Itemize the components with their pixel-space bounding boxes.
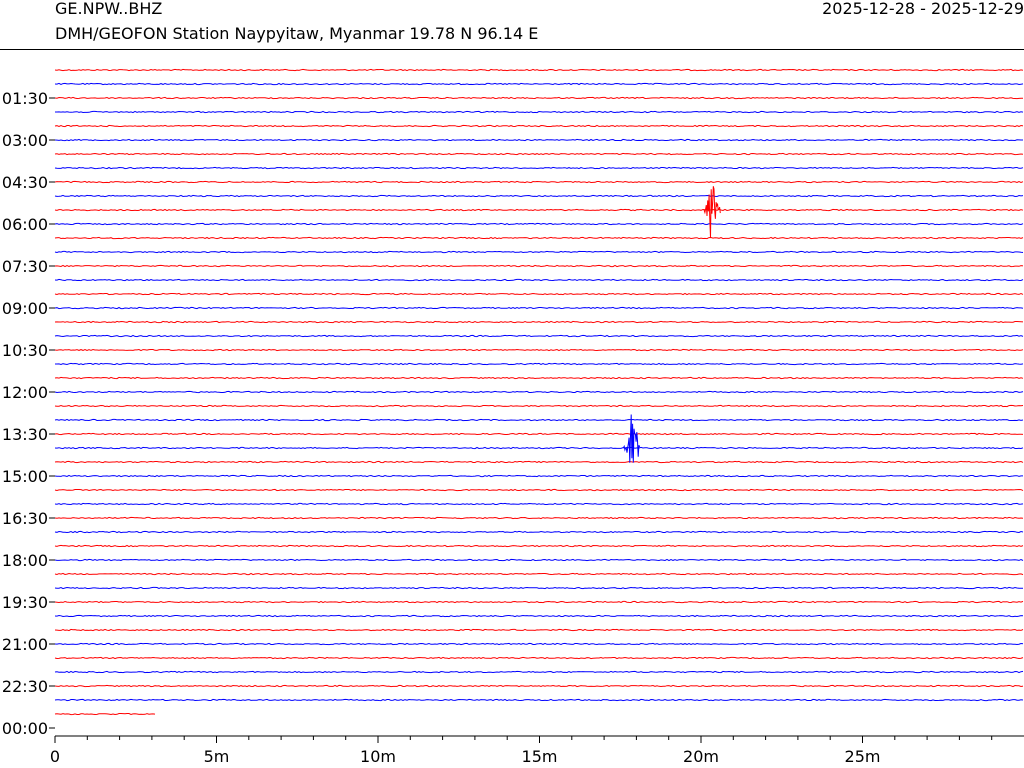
event-burst-1 (623, 414, 641, 463)
trace-25 (54, 418, 1024, 422)
trace-39 (54, 614, 1024, 618)
trace-33 (54, 530, 1024, 534)
y-tick-label-13: 21:00 (2, 635, 48, 654)
trace-22 (54, 376, 1024, 380)
trace-16 (54, 292, 1024, 296)
trace-30 (54, 488, 1024, 492)
y-tick-label-8: 13:30 (2, 425, 48, 444)
y-tick-label-4: 07:30 (2, 257, 48, 276)
y-tick-label-14: 22:30 (2, 677, 48, 696)
trace-7 (54, 166, 1024, 170)
trace-9 (54, 194, 1024, 198)
date-range: 2025-12-28 - 2025-12-29 (822, 0, 1024, 18)
trace-28 (54, 460, 1024, 464)
trace-44 (54, 684, 1024, 688)
trace-18 (54, 320, 1024, 324)
event-group (623, 186, 721, 463)
y-tick-label-5: 09:00 (2, 299, 48, 318)
trace-0 (54, 68, 1024, 72)
y-tick-label-15: 00:00 (2, 719, 48, 738)
trace-45 (54, 698, 1024, 702)
x-tick-label-2: 10m (360, 747, 396, 766)
event-burst-0 (703, 186, 721, 238)
x-tick-label-3: 15m (522, 747, 558, 766)
trace-2 (54, 96, 1024, 100)
x-axis: 0 5m 10m 15m 20m 25m (50, 735, 1024, 766)
trace-4 (54, 124, 1024, 128)
trace-40 (54, 628, 1024, 632)
trace-31 (54, 502, 1024, 506)
trace-21 (55, 362, 1024, 366)
y-tick-label-12: 19:30 (2, 593, 48, 612)
trace-26 (54, 432, 1024, 436)
y-tick-label-7: 12:00 (2, 383, 48, 402)
x-tick-label-1: 5m (204, 747, 230, 766)
x-tick-label-5: 25m (845, 747, 881, 766)
y-tick-label-0: 01:30 (2, 89, 48, 108)
trace-35 (54, 558, 1024, 562)
trace-19 (54, 334, 1024, 338)
x-tick-label-0: 0 (50, 747, 60, 766)
x-tick-label-4: 20m (683, 747, 719, 766)
trace-1 (54, 82, 1024, 86)
trace-34 (54, 544, 1024, 548)
y-tick-label-10: 16:30 (2, 509, 48, 528)
trace-36 (54, 572, 1024, 576)
trace-12 (54, 236, 1024, 240)
trace-38 (54, 600, 1024, 604)
trace-37 (54, 586, 1023, 590)
y-tick-label-9: 15:00 (2, 467, 48, 486)
trace-41 (54, 642, 1024, 646)
trace-14 (54, 264, 1024, 268)
trace-11 (54, 222, 1024, 226)
trace-3 (55, 110, 1024, 114)
trace-17 (54, 306, 1024, 310)
station-code: GE.NPW..BHZ (55, 0, 163, 18)
trace-6 (54, 152, 1024, 156)
trace-13 (54, 250, 1024, 254)
trace-27 (54, 446, 1024, 450)
trace-23 (54, 390, 1024, 394)
header-divider (0, 49, 1024, 50)
y-tick-label-2: 04:30 (2, 173, 48, 192)
y-axis: 01:30 03:00 04:30 06:00 07:30 09:00 10:30 12:00… (2, 89, 55, 738)
trace-10 (54, 208, 1024, 212)
trace-43 (54, 670, 1024, 674)
y-tick-label-11: 18:00 (2, 551, 48, 570)
trace-group (54, 68, 1024, 716)
trace-29 (54, 474, 1023, 478)
y-tick-label-1: 03:00 (2, 131, 48, 150)
trace-46 (54, 713, 156, 716)
trace-20 (54, 348, 1024, 352)
trace-24 (54, 404, 1024, 408)
station-description: DMH/GEOFON Station Naypyitaw, Myanmar 19… (55, 24, 539, 43)
y-tick-label-3: 06:00 (2, 215, 48, 234)
trace-32 (54, 516, 1024, 520)
trace-8 (54, 180, 1024, 184)
trace-42 (54, 656, 1024, 660)
trace-5 (54, 138, 1023, 142)
y-tick-label-6: 10:30 (2, 341, 48, 360)
trace-15 (54, 278, 1024, 282)
